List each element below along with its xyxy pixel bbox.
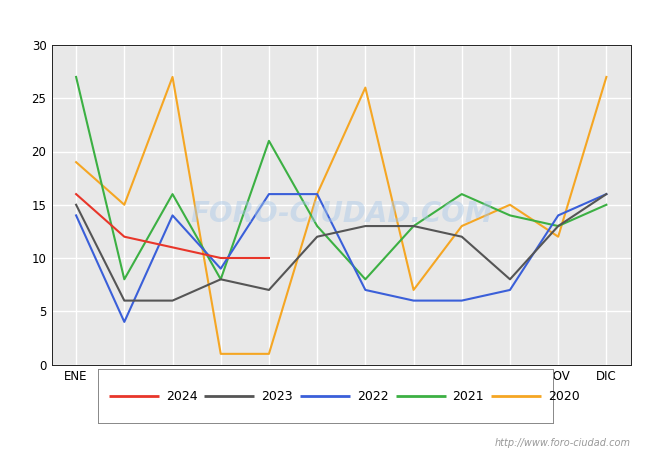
Text: 2022: 2022 (357, 390, 389, 402)
Text: 2023: 2023 (261, 390, 293, 402)
Text: 2020: 2020 (548, 390, 580, 402)
Text: Matriculaciones de Vehiculos en Amurrio: Matriculaciones de Vehiculos en Amurrio (156, 11, 494, 29)
Text: 2021: 2021 (452, 390, 484, 402)
Text: http://www.foro-ciudad.com: http://www.foro-ciudad.com (495, 438, 630, 448)
Text: 2024: 2024 (166, 390, 198, 402)
Text: FORO-CIUDAD.COM: FORO-CIUDAD.COM (190, 200, 493, 228)
